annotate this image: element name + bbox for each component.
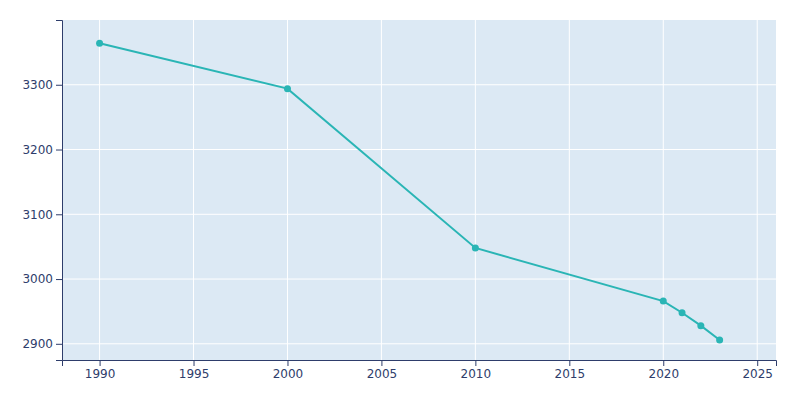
y-axis-tick-mark <box>56 214 62 215</box>
y-axis: 2900 3000 3100 3200 3300 <box>22 21 62 361</box>
data-point <box>679 309 686 316</box>
grid-line-y <box>62 343 776 344</box>
x-axis-tick-label: 2000 <box>273 367 304 381</box>
y-axis-tick: 2900 <box>22 337 62 351</box>
data-point <box>697 322 704 329</box>
grid-line-y <box>62 84 776 85</box>
data-point <box>284 85 291 92</box>
x-axis-tick: 2020 <box>648 360 679 381</box>
grid-line-y <box>62 149 776 150</box>
data-marks <box>96 40 723 344</box>
plot-area: 1990 1995 2000 2005 2010 2015 2020 2025 2900 3000… <box>22 20 776 381</box>
x-axis-tick: 2000 <box>273 360 304 381</box>
grid-line-x <box>663 20 664 360</box>
data-point <box>660 298 667 305</box>
x-axis-tick: 2005 <box>367 360 398 381</box>
y-axis-tick: 3100 <box>22 208 62 222</box>
x-axis-tick-mark <box>569 360 570 366</box>
y-axis-tick-mark <box>56 344 62 345</box>
y-axis-tick-label: 3200 <box>22 143 53 157</box>
x-axis-tick: 2025 <box>742 360 773 381</box>
x-axis-tick-mark <box>194 360 195 366</box>
plot-background <box>62 20 776 360</box>
y-axis-tick-mark <box>56 150 62 151</box>
x-axis-tick-label: 2020 <box>648 367 679 381</box>
x-axis-tick-label: 2010 <box>461 367 492 381</box>
grid-line-y <box>62 214 776 215</box>
x-axis-tick: 2010 <box>461 360 492 381</box>
y-axis-tick-label: 3100 <box>22 208 53 222</box>
grid-line-x <box>193 20 194 360</box>
x-axis-line <box>63 361 777 367</box>
x-axis-tick-mark <box>381 360 382 366</box>
data-point <box>472 244 479 251</box>
x-axis-tick-label: 1990 <box>85 367 116 381</box>
y-axis-tick-label: 2900 <box>22 337 53 351</box>
y-axis-tick-mark <box>56 85 62 86</box>
x-axis-tick-mark <box>757 360 758 366</box>
x-axis-tick-mark <box>663 360 664 366</box>
x-axis-tick: 2015 <box>555 360 586 381</box>
grid-line-x <box>757 20 758 360</box>
x-axis-tick-mark <box>287 360 288 366</box>
x-axis-tick-label: 1995 <box>179 367 210 381</box>
y-axis-tick-label: 3300 <box>22 78 53 92</box>
y-axis-tick: 3200 <box>22 143 62 157</box>
grid-line-x <box>381 20 382 360</box>
grid-line-x <box>99 20 100 360</box>
chart-svg: 1990 1995 2000 2005 2010 2015 2020 2025 2900 3000… <box>0 0 800 400</box>
data-point <box>96 40 103 47</box>
y-axis-line <box>56 21 63 361</box>
y-axis-tick: 3000 <box>22 272 62 286</box>
data-point <box>716 336 723 343</box>
data-line <box>100 43 720 340</box>
grid-line-y <box>62 279 776 280</box>
x-axis-tick-label: 2005 <box>367 367 398 381</box>
y-axis-tick-label: 3000 <box>22 272 53 286</box>
grid <box>62 20 776 360</box>
x-axis: 1990 1995 2000 2005 2010 2015 2020 2025 <box>63 360 777 381</box>
grid-line-x <box>287 20 288 360</box>
x-axis-tick-label: 2025 <box>742 367 773 381</box>
x-axis-tick: 1995 <box>179 360 210 381</box>
x-axis-tick-label: 2015 <box>555 367 586 381</box>
grid-line-x <box>569 20 570 360</box>
y-axis-tick: 3300 <box>22 78 62 92</box>
x-axis-tick-mark <box>475 360 476 366</box>
x-axis-tick-mark <box>100 360 101 366</box>
y-axis-tick-mark <box>56 279 62 280</box>
grid-line-x <box>475 20 476 360</box>
x-axis-tick: 1990 <box>85 360 116 381</box>
